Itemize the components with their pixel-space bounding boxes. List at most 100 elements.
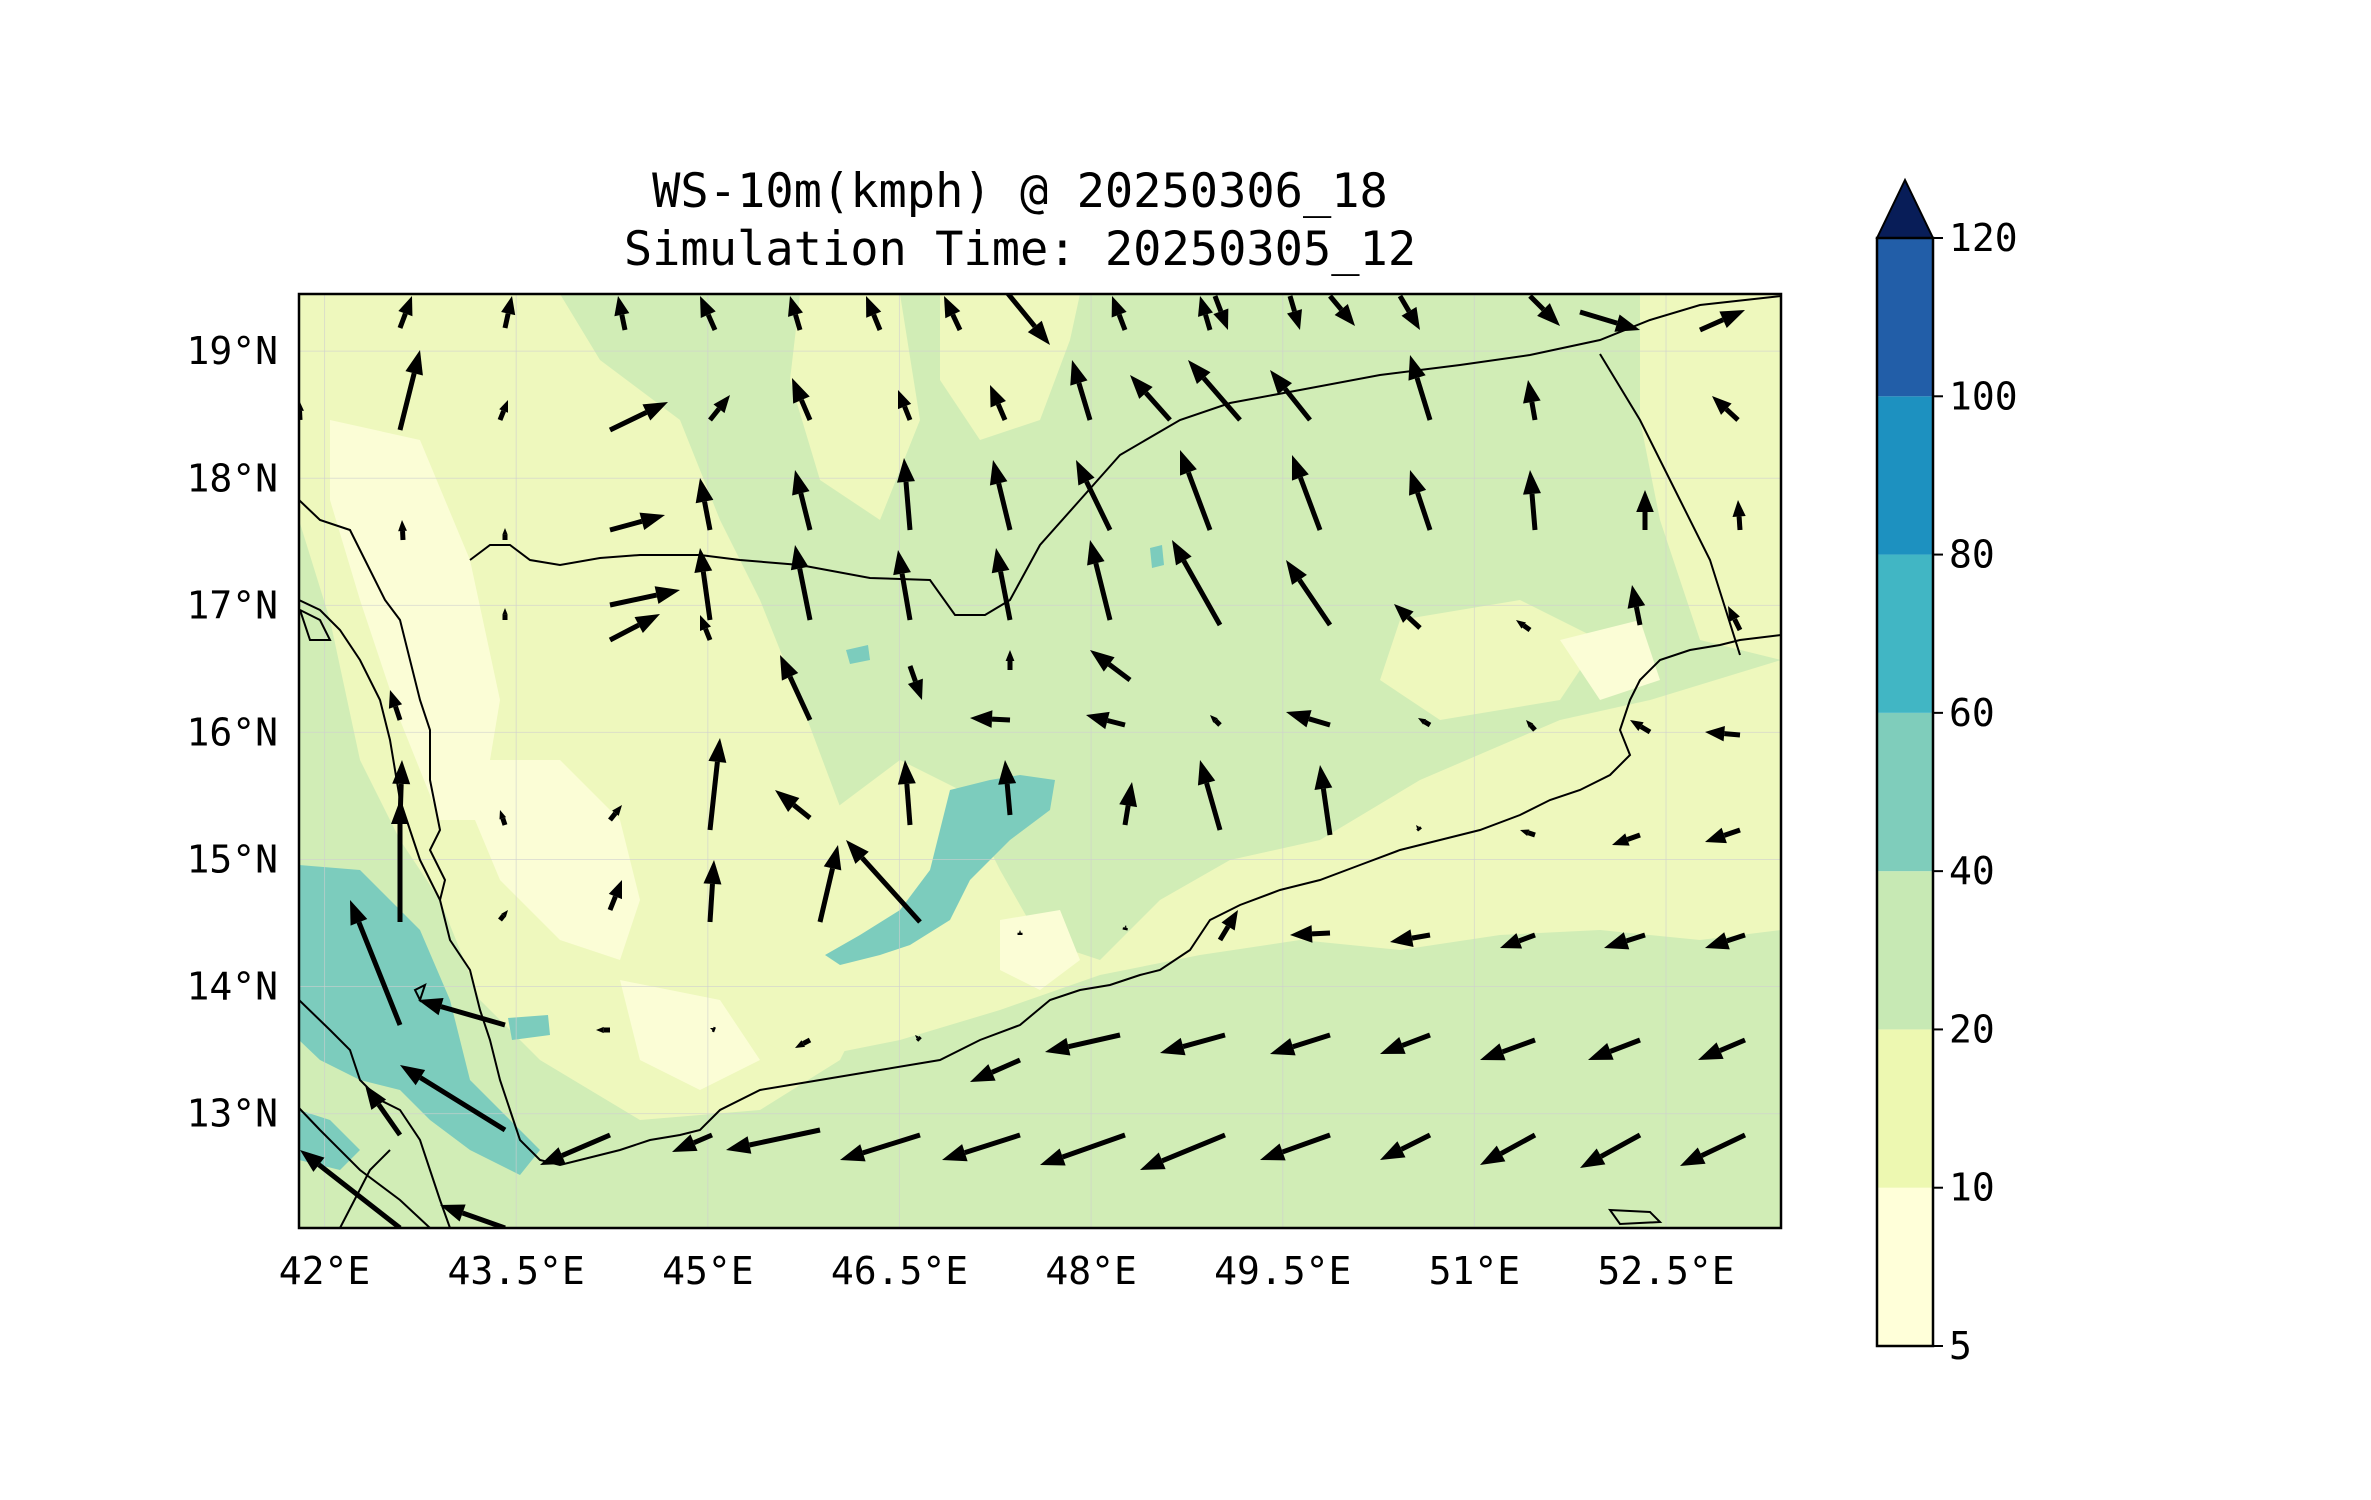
wind-vector-head <box>1286 560 1307 585</box>
longitude-tick-label: 42°E <box>279 1249 371 1293</box>
wind-vector-shaft <box>1736 516 1743 531</box>
wind-vector-shaft <box>1626 832 1641 842</box>
wind-vector-head <box>639 512 665 530</box>
wind-vector-head <box>400 1065 426 1086</box>
wind-vector-shaft <box>1005 294 1037 329</box>
wind-vector-head <box>654 586 680 604</box>
wind-zone-calm <box>620 980 760 1090</box>
wind-zone-calm <box>1560 620 1660 700</box>
wind-vector-head <box>1728 606 1740 622</box>
longitude-tick-label: 52.5°E <box>1597 1249 1734 1293</box>
longitude-tick-label: 48°E <box>1045 1249 1137 1293</box>
wind-vector-head <box>502 608 508 615</box>
wind-vector-shaft <box>1726 932 1746 944</box>
wind-vector-head <box>1314 765 1333 791</box>
wind-vector-head <box>1627 585 1646 609</box>
border-yemen-oman <box>1599 353 1741 656</box>
wind-vector-head <box>1119 782 1138 808</box>
wind-vector-shaft <box>1529 723 1537 732</box>
wind-vector-shaft <box>950 313 963 332</box>
wind-vector-shaft <box>397 312 408 329</box>
wind-vector-head <box>1408 355 1426 381</box>
wind-vector-shaft <box>1529 493 1538 531</box>
wind-vector-head <box>840 1144 866 1162</box>
wind-vector-head <box>713 395 730 414</box>
wind-vector-shaft <box>1061 1132 1126 1160</box>
wind-vector-shaft <box>1212 295 1224 313</box>
wind-vector-head <box>300 1150 325 1172</box>
wind-vector-head <box>1705 827 1727 844</box>
wind-vector-head <box>792 470 810 496</box>
wind-vector-head <box>1612 833 1630 846</box>
wind-vector-head <box>392 760 411 785</box>
wind-vector-shaft <box>1401 1032 1431 1048</box>
map-gridlines <box>299 294 1781 1228</box>
wind-vector-head <box>915 1035 919 1039</box>
wind-vector-head <box>898 390 912 410</box>
wind-vector-head <box>1005 650 1015 661</box>
wind-vector-head <box>1394 604 1414 623</box>
wind-vector-shaft <box>1067 1032 1121 1050</box>
wind-vector-shaft <box>1298 476 1323 531</box>
colorbar-segment <box>1877 871 1933 1030</box>
wind-vector-shaft <box>1700 1132 1747 1158</box>
wind-vector-shaft <box>792 803 812 820</box>
wind-vector-shaft <box>703 627 713 641</box>
wind-vector-head <box>788 296 803 317</box>
wind-vector-shaft <box>393 705 403 721</box>
wind-vector-shaft <box>1186 471 1213 531</box>
wind-vector-shaft <box>419 1075 507 1133</box>
wind-vector-shaft <box>904 783 913 826</box>
wind-zone-strong <box>846 645 870 664</box>
wind-zone-light <box>700 660 1781 1060</box>
wind-vector-shaft <box>1182 1032 1226 1050</box>
wind-vector-shaft <box>1093 562 1113 621</box>
latitude-tick-label: 14°N <box>186 965 278 1009</box>
wind-vector-head <box>970 1064 996 1082</box>
wind-vector-head <box>1614 314 1640 332</box>
wind-vector-head <box>942 1144 968 1162</box>
wind-vector-head <box>710 1028 714 1031</box>
wind-vector-head <box>1523 470 1541 495</box>
latitude-tick-label: 13°N <box>186 1092 278 1136</box>
wind-vector-head <box>1140 1152 1166 1170</box>
wind-vector-head <box>612 805 622 816</box>
wind-vector-shaft <box>1217 925 1231 942</box>
wind-vector-head <box>642 402 668 421</box>
wind-vector-head <box>944 296 961 319</box>
wind-vector-shaft <box>1528 294 1546 312</box>
wind-vector-head <box>540 1147 566 1165</box>
wind-vector-shaft <box>705 313 718 332</box>
latitude-tick-label: 16°N <box>186 710 278 754</box>
wind-vector-head <box>792 378 810 404</box>
wind-vector-head <box>1172 540 1192 566</box>
wind-vector-shaft <box>1144 391 1172 422</box>
wind-vector-head <box>846 840 869 864</box>
wind-vector-head <box>866 296 882 318</box>
wind-vector-head <box>1018 930 1022 933</box>
wind-zone-strong <box>1150 545 1164 568</box>
wind-vector-shaft <box>497 410 506 421</box>
wind-vector-shaft <box>799 399 813 421</box>
wind-vector-shaft <box>871 313 883 331</box>
wind-vector-head <box>1260 1143 1286 1161</box>
border-eritrea <box>339 1149 391 1228</box>
wind-vector-head <box>1130 375 1153 399</box>
latitude-tick-label: 17°N <box>186 583 278 627</box>
wind-vector-shaft <box>907 665 918 683</box>
wind-vector-shaft <box>700 571 713 621</box>
colorbar-tick-label: 10 <box>1949 1166 1995 1210</box>
wind-vector-head <box>1380 1141 1406 1160</box>
wind-vector-head <box>1636 490 1654 512</box>
wind-vector-shaft <box>1328 294 1344 312</box>
wind-vector-head <box>1516 620 1526 629</box>
wind-vector-shaft <box>1084 480 1113 532</box>
wind-vector-shaft <box>793 313 803 331</box>
wind-vector-shaft <box>1625 932 1646 944</box>
wind-vector-head <box>998 760 1017 785</box>
wind-vector-shaft <box>915 1035 922 1042</box>
latitude-tick-label: 18°N <box>186 456 278 500</box>
wind-vector-head <box>1198 296 1213 317</box>
wind-vector-shaft <box>996 482 1013 531</box>
